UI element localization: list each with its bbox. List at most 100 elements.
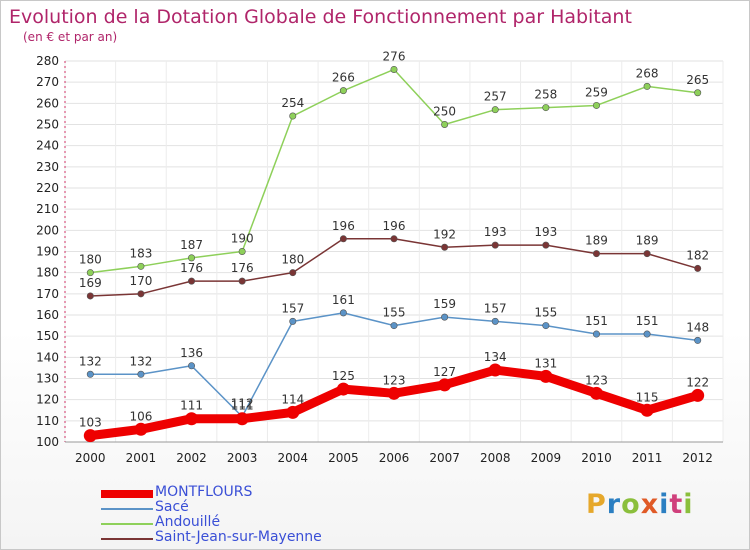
data-label: 114 <box>281 392 304 406</box>
data-point <box>491 317 499 325</box>
data-label: 170 <box>129 274 152 288</box>
x-tick-label: 2006 <box>379 451 410 465</box>
x-tick-label: 2010 <box>581 451 612 465</box>
y-tick-label: 260 <box>36 96 59 110</box>
data-label: 131 <box>534 356 557 370</box>
y-tick-label: 210 <box>36 202 59 216</box>
data-point <box>289 269 297 277</box>
data-point <box>238 248 246 256</box>
data-label: 134 <box>484 350 507 364</box>
data-label: 254 <box>281 96 304 110</box>
data-label: 180 <box>79 253 102 267</box>
data-label: 190 <box>231 232 254 246</box>
legend-label: Sacé <box>155 499 189 515</box>
data-label: 169 <box>79 276 102 290</box>
data-point <box>339 235 347 243</box>
data-point <box>83 429 97 443</box>
data-point <box>390 235 398 243</box>
data-label: 155 <box>534 306 557 320</box>
chart-title: Evolution de la Dotation Globale de Fonc… <box>9 6 632 28</box>
data-point <box>185 412 199 426</box>
data-point <box>235 412 249 426</box>
logo-letter: r <box>606 489 622 520</box>
data-label: 257 <box>484 90 507 104</box>
data-label: 157 <box>281 301 304 315</box>
data-point <box>86 370 94 378</box>
data-point <box>592 250 600 258</box>
data-point <box>339 87 347 95</box>
y-tick-label: 180 <box>36 266 59 280</box>
data-point <box>438 378 452 392</box>
data-label: 123 <box>585 373 608 387</box>
logo-letter: i <box>683 489 694 520</box>
y-tick-label: 250 <box>36 118 59 132</box>
data-point <box>592 330 600 338</box>
data-point <box>286 405 300 419</box>
data-label: 151 <box>585 314 608 328</box>
y-tick-label: 150 <box>36 329 59 343</box>
x-tick-label: 2007 <box>429 451 460 465</box>
data-label: 250 <box>433 105 456 119</box>
y-tick-label: 270 <box>36 75 59 89</box>
logo-letter: i <box>659 489 670 520</box>
data-label: 176 <box>180 261 203 275</box>
data-point <box>188 254 196 262</box>
data-point <box>188 362 196 370</box>
data-point <box>86 269 94 277</box>
data-label: 136 <box>180 346 203 360</box>
data-label: 182 <box>686 248 709 262</box>
data-point <box>137 290 145 298</box>
data-label: 155 <box>383 306 406 320</box>
y-tick-label: 120 <box>36 393 59 407</box>
data-point <box>441 121 449 129</box>
data-point <box>643 82 651 90</box>
data-point <box>542 104 550 112</box>
y-tick-label: 110 <box>36 414 59 428</box>
x-tick-label: 2008 <box>480 451 511 465</box>
y-tick-label: 190 <box>36 245 59 259</box>
data-point <box>491 106 499 114</box>
data-point <box>137 370 145 378</box>
data-point <box>441 243 449 251</box>
y-tick-label: 220 <box>36 181 59 195</box>
data-point <box>589 386 603 400</box>
data-point <box>390 65 398 73</box>
legend-swatch <box>101 508 153 510</box>
proxiti-logo: Proxiti <box>586 489 694 520</box>
x-tick-label: 2011 <box>632 451 663 465</box>
data-point <box>188 277 196 285</box>
data-label: 132 <box>129 354 152 368</box>
data-point <box>542 241 550 249</box>
data-label: 159 <box>433 297 456 311</box>
data-point <box>491 241 499 249</box>
data-point <box>691 388 705 402</box>
x-tick-label: 2003 <box>227 451 258 465</box>
legend-swatch <box>101 523 153 525</box>
logo-letter: o <box>621 489 641 520</box>
x-tick-label: 2009 <box>531 451 562 465</box>
data-label: 157 <box>484 301 507 315</box>
legend-swatch <box>101 538 153 540</box>
data-point <box>390 322 398 330</box>
data-point <box>488 363 502 377</box>
y-tick-label: 160 <box>36 308 59 322</box>
chart-subtitle: (en € et par an) <box>23 30 118 44</box>
data-point <box>289 317 297 325</box>
data-point <box>542 322 550 330</box>
data-label: 176 <box>231 261 254 275</box>
y-tick-label: 200 <box>36 223 59 237</box>
data-label: 189 <box>585 234 608 248</box>
data-label: 276 <box>383 49 406 63</box>
data-point <box>694 264 702 272</box>
data-label: 183 <box>129 246 152 260</box>
data-point <box>387 386 401 400</box>
data-label: 193 <box>534 225 557 239</box>
logo-letter: P <box>586 489 607 520</box>
legend-label: Andouillé <box>155 514 221 530</box>
data-label: 192 <box>433 227 456 241</box>
data-label: 161 <box>332 293 355 307</box>
data-label: 193 <box>484 225 507 239</box>
x-tick-label: 2005 <box>328 451 359 465</box>
